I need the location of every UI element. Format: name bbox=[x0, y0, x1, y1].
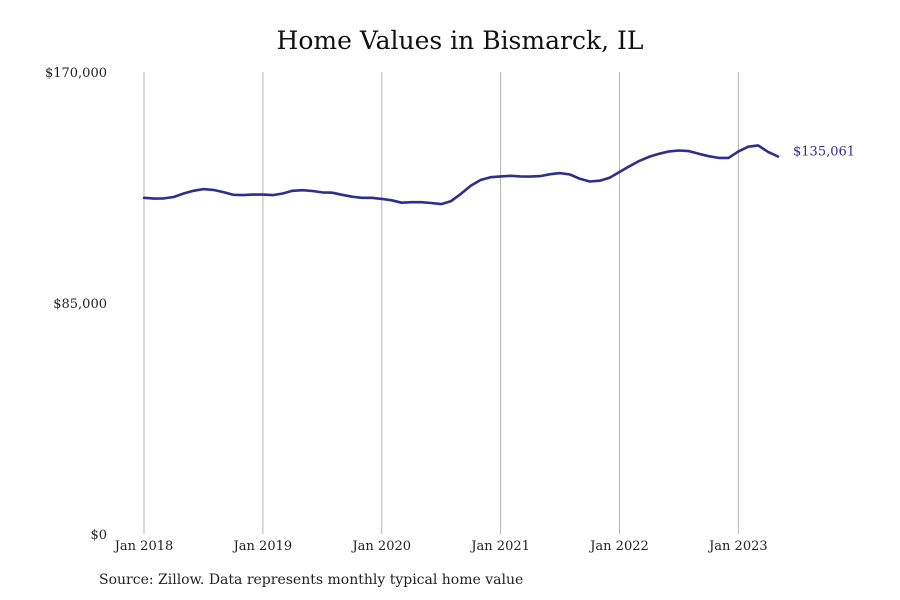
source-note: Source: Zillow. Data represents monthly … bbox=[99, 572, 524, 588]
y-tick-label: $170,000 bbox=[45, 66, 107, 81]
grid-lines bbox=[143, 72, 739, 534]
last-value-label: $135,061 bbox=[793, 145, 855, 160]
x-tick-label: Jan 2018 bbox=[113, 539, 174, 554]
x-tick-label: Jan 2021 bbox=[469, 539, 530, 554]
x-tick-label: Jan 2022 bbox=[588, 539, 649, 554]
x-tick-label: Jan 2020 bbox=[350, 539, 411, 554]
x-axis-ticks: Jan 2018 Jan 2019 Jan 2020 Jan 2021 Jan 2022… bbox=[113, 539, 768, 554]
series-line-home-value bbox=[142, 144, 780, 206]
x-tick-label: Jan 2019 bbox=[232, 539, 293, 554]
y-tick-label: $0 bbox=[90, 528, 107, 543]
y-tick-label: $85,000 bbox=[53, 297, 107, 312]
y-axis-ticks: $0 $85,000 $170,000 bbox=[45, 66, 107, 543]
x-tick-label: Jan 2023 bbox=[707, 539, 768, 554]
chart-title: Home Values in Bismarck, IL bbox=[276, 26, 644, 55]
